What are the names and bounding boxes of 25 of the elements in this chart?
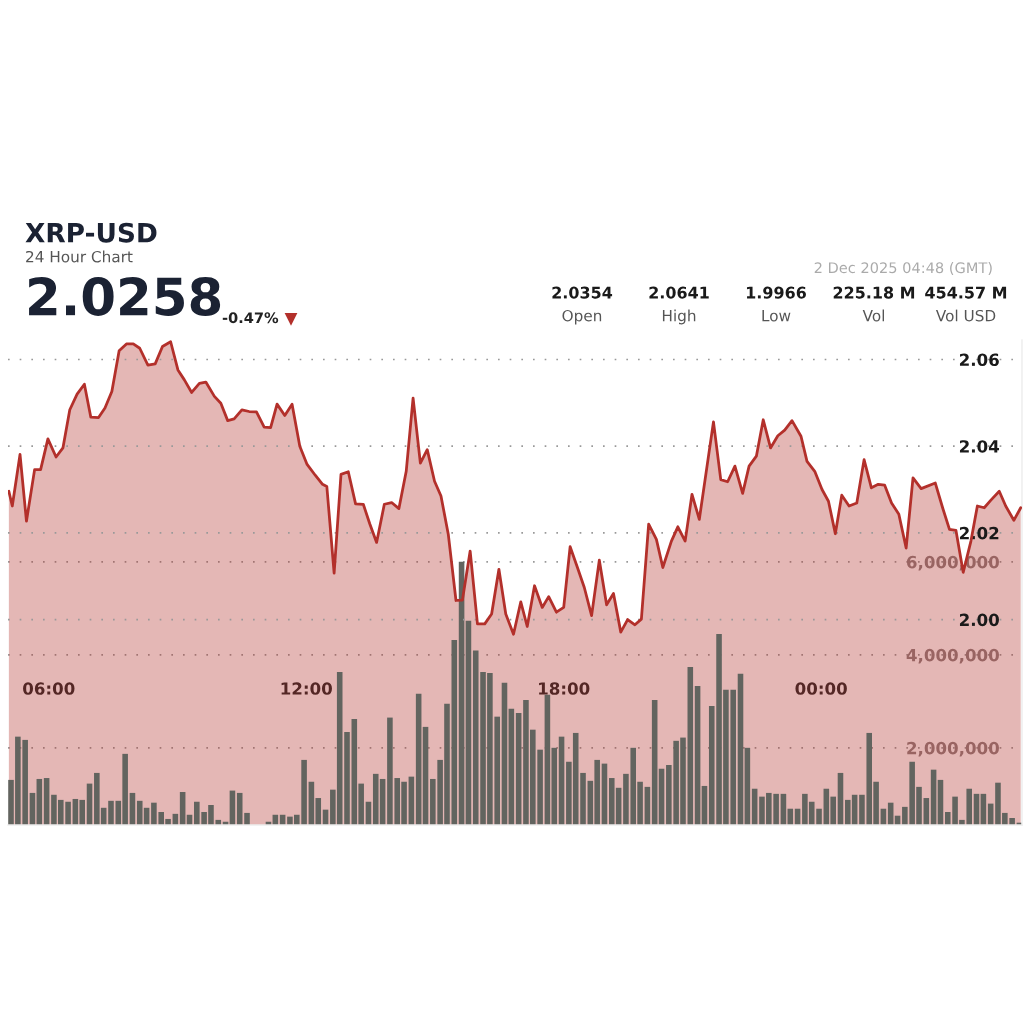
chart-subtitle: 24 Hour Chart bbox=[26, 250, 133, 263]
text: Low bbox=[762, 310, 791, 322]
chart-title: XRP-USD bbox=[25, 222, 157, 243]
x-tick-label: 06:00 bbox=[23, 682, 75, 695]
y-tick-label: 2.04 bbox=[959, 440, 1000, 453]
x-tick-label: 18:00 bbox=[539, 682, 590, 695]
text: 2.0641 bbox=[649, 286, 709, 299]
x-tick-label: 00:00 bbox=[795, 682, 847, 695]
text: 1.9966 bbox=[746, 286, 806, 299]
y2-tick-label: 4,000,000 bbox=[906, 648, 999, 664]
text: Vol USD bbox=[935, 309, 996, 322]
text: 454.57 M bbox=[925, 286, 1007, 299]
y2-tick-label: 2,000,000 bbox=[907, 741, 999, 757]
text: 225.18 M bbox=[833, 286, 915, 299]
x-tick-label: 12:00 bbox=[281, 682, 332, 695]
text: High bbox=[662, 309, 696, 325]
text: 2.0258 bbox=[29, 277, 221, 316]
y-tick-label: 2.00 bbox=[959, 613, 999, 627]
text: 2.0354 bbox=[552, 286, 613, 299]
text: 2 Dec 2025 04:48 (GMT) bbox=[814, 261, 992, 275]
text: ▼ bbox=[284, 312, 298, 326]
y-tick-label: 2.06 bbox=[959, 353, 999, 367]
text: -0.47% bbox=[222, 312, 279, 324]
text: Open bbox=[562, 309, 602, 325]
text: Vol bbox=[862, 309, 884, 322]
